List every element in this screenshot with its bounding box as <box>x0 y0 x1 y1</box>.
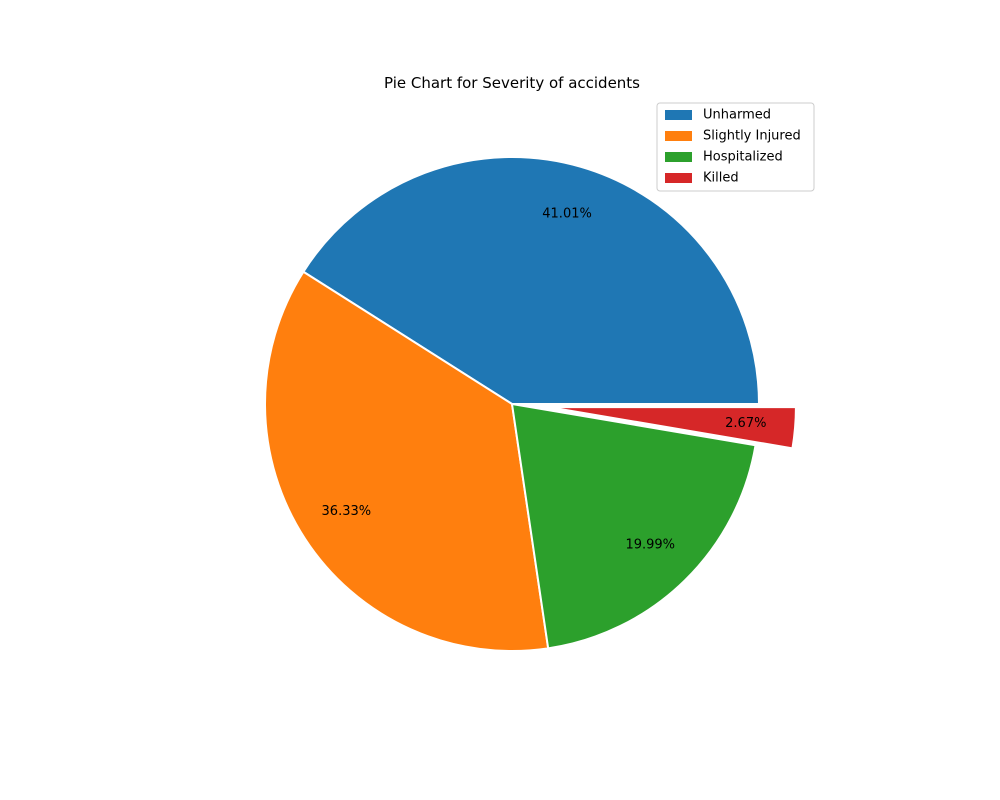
pie-percentage-labels: 41.01% 36.33% 19.99% 2.67% <box>322 207 767 553</box>
legend-swatch-unharmed <box>665 110 692 120</box>
pie-slices <box>264 156 797 652</box>
legend-frame <box>656 102 815 192</box>
pie-slice-slightly-injured <box>264 270 550 652</box>
legend-items: Unharmed Slightly Injured Hospitalized Kill… <box>665 108 801 186</box>
pie-label-killed: 2.67% <box>725 416 766 431</box>
legend: Unharmed Slightly Injured Hospitalized Kill… <box>656 102 815 192</box>
legend-label-hospitalized: Hospitalized <box>703 150 783 165</box>
legend-swatch-slightly-injured <box>665 131 692 141</box>
pie-label-hospitalized: 19.99% <box>625 538 675 553</box>
pie-slice-unharmed <box>302 156 760 405</box>
pie-label-unharmed: 41.01% <box>542 207 592 222</box>
legend-label-slightly-injured: Slightly Injured <box>703 129 801 144</box>
pie-slice-hospitalized <box>511 403 757 650</box>
pie-label-slightly-injured: 36.33% <box>322 504 372 519</box>
chart-title: Pie Chart for Severity of accidents <box>384 74 640 92</box>
legend-swatch-hospitalized <box>665 152 692 162</box>
legend-swatch-killed <box>665 173 692 183</box>
legend-label-killed: Killed <box>703 171 739 186</box>
pie-slice-killed <box>547 406 797 450</box>
legend-label-unharmed: Unharmed <box>703 108 771 123</box>
